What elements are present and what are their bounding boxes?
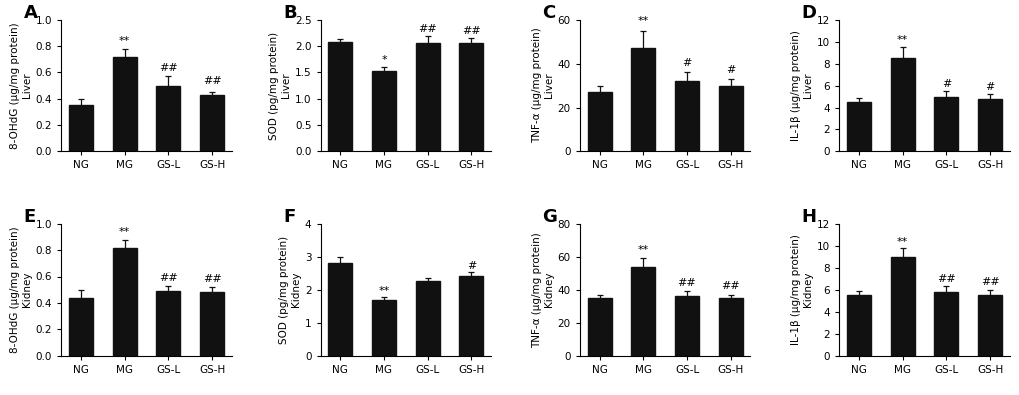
Text: B: B: [282, 4, 297, 22]
Y-axis label: 8-OHdG (μg/mg protein)
Liver: 8-OHdG (μg/mg protein) Liver: [10, 22, 32, 149]
Bar: [156, 86, 180, 151]
Bar: [933, 292, 958, 356]
Text: ##: ##: [159, 273, 177, 283]
Bar: [846, 295, 870, 356]
Text: A: A: [23, 4, 38, 22]
Text: **: **: [637, 16, 648, 26]
Y-axis label: SOD (pg/mg protein)
Liver: SOD (pg/mg protein) Liver: [269, 32, 290, 140]
Bar: [69, 297, 93, 356]
Text: G: G: [542, 208, 556, 226]
Bar: [372, 71, 395, 151]
Bar: [977, 295, 1001, 356]
Bar: [977, 99, 1001, 151]
Text: #: #: [726, 65, 735, 75]
Bar: [631, 48, 654, 151]
Y-axis label: 8-OHdG (μg/mg protein)
Kidney: 8-OHdG (μg/mg protein) Kidney: [10, 226, 32, 353]
Text: *: *: [381, 55, 386, 64]
Text: #: #: [467, 261, 476, 271]
Y-axis label: IL-1β (μg/mg protein)
Kidney: IL-1β (μg/mg protein) Kidney: [791, 234, 812, 345]
Y-axis label: IL-1β (μg/mg protein)
Liver: IL-1β (μg/mg protein) Liver: [791, 30, 812, 141]
Text: ##: ##: [203, 75, 221, 86]
Bar: [416, 43, 439, 151]
Bar: [587, 92, 611, 151]
Bar: [718, 86, 742, 151]
Bar: [459, 43, 483, 151]
Bar: [933, 96, 958, 151]
Text: ##: ##: [159, 63, 177, 73]
Text: F: F: [282, 208, 294, 226]
Bar: [416, 282, 439, 356]
Bar: [675, 296, 698, 356]
Bar: [890, 58, 914, 151]
Text: #: #: [941, 79, 950, 89]
Bar: [587, 298, 611, 356]
Bar: [156, 291, 180, 356]
Bar: [328, 263, 352, 356]
Y-axis label: SOD (pg/mg protein)
Kidney: SOD (pg/mg protein) Kidney: [279, 235, 301, 344]
Bar: [890, 257, 914, 356]
Bar: [675, 81, 698, 151]
Bar: [200, 95, 224, 151]
Bar: [718, 298, 742, 356]
Text: **: **: [119, 227, 130, 237]
Text: #: #: [682, 58, 691, 68]
Bar: [328, 42, 352, 151]
Text: **: **: [637, 245, 648, 255]
Text: **: **: [896, 35, 907, 45]
Text: C: C: [542, 4, 555, 22]
Text: #: #: [984, 82, 994, 92]
Bar: [846, 102, 870, 151]
Bar: [459, 276, 483, 356]
Bar: [112, 56, 137, 151]
Text: ##: ##: [936, 274, 955, 284]
Text: ##: ##: [418, 24, 436, 34]
Text: **: **: [378, 286, 389, 295]
Text: D: D: [801, 4, 816, 22]
Bar: [372, 299, 395, 356]
Text: H: H: [801, 208, 816, 226]
Bar: [200, 292, 224, 356]
Text: **: **: [119, 36, 130, 46]
Bar: [69, 105, 93, 151]
Text: ##: ##: [720, 281, 740, 292]
Y-axis label: TNF-α (μg/mg protein)
Liver: TNF-α (μg/mg protein) Liver: [532, 28, 553, 143]
Text: ##: ##: [979, 277, 999, 288]
Text: **: **: [896, 237, 907, 247]
Text: ##: ##: [677, 278, 696, 288]
Bar: [112, 248, 137, 356]
Text: ##: ##: [203, 275, 221, 284]
Y-axis label: TNF-α (μg/mg protein)
Kidney: TNF-α (μg/mg protein) Kidney: [532, 232, 553, 348]
Text: ##: ##: [462, 26, 480, 36]
Text: E: E: [23, 208, 36, 226]
Bar: [631, 267, 654, 356]
